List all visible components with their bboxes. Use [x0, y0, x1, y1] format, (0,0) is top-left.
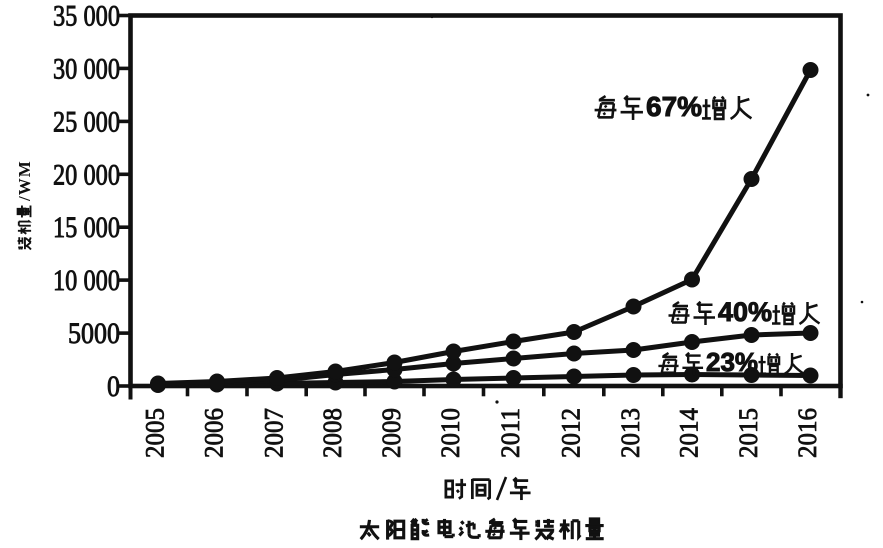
svg-text:2009: 2009: [377, 408, 406, 458]
svg-text:20 000: 20 000: [53, 158, 120, 191]
svg-text:/WM: /WM: [15, 160, 34, 202]
svg-text:23%: 23%: [706, 347, 758, 377]
svg-text:2006: 2006: [200, 408, 229, 458]
svg-text:2007: 2007: [260, 408, 289, 458]
svg-text:2005: 2005: [141, 408, 170, 458]
svg-text:15 000: 15 000: [53, 211, 120, 244]
svg-text:2016: 2016: [793, 408, 822, 458]
svg-text:5000: 5000: [68, 317, 120, 350]
svg-text:2013: 2013: [616, 408, 645, 458]
svg-text:2015: 2015: [734, 408, 763, 458]
svg-text:25 000: 25 000: [53, 105, 120, 138]
svg-text:40%: 40%: [718, 297, 772, 327]
svg-text:0: 0: [107, 370, 120, 403]
svg-text:2008: 2008: [318, 408, 347, 458]
svg-text:35 000: 35 000: [53, 0, 120, 33]
svg-text:2014: 2014: [675, 408, 704, 458]
svg-text:67%: 67%: [646, 91, 702, 122]
svg-text:2012: 2012: [557, 408, 586, 458]
svg-text:2010: 2010: [436, 408, 465, 458]
svg-text:10 000: 10 000: [53, 264, 120, 297]
svg-text:30 000: 30 000: [53, 52, 120, 85]
svg-text:2011: 2011: [496, 408, 525, 458]
